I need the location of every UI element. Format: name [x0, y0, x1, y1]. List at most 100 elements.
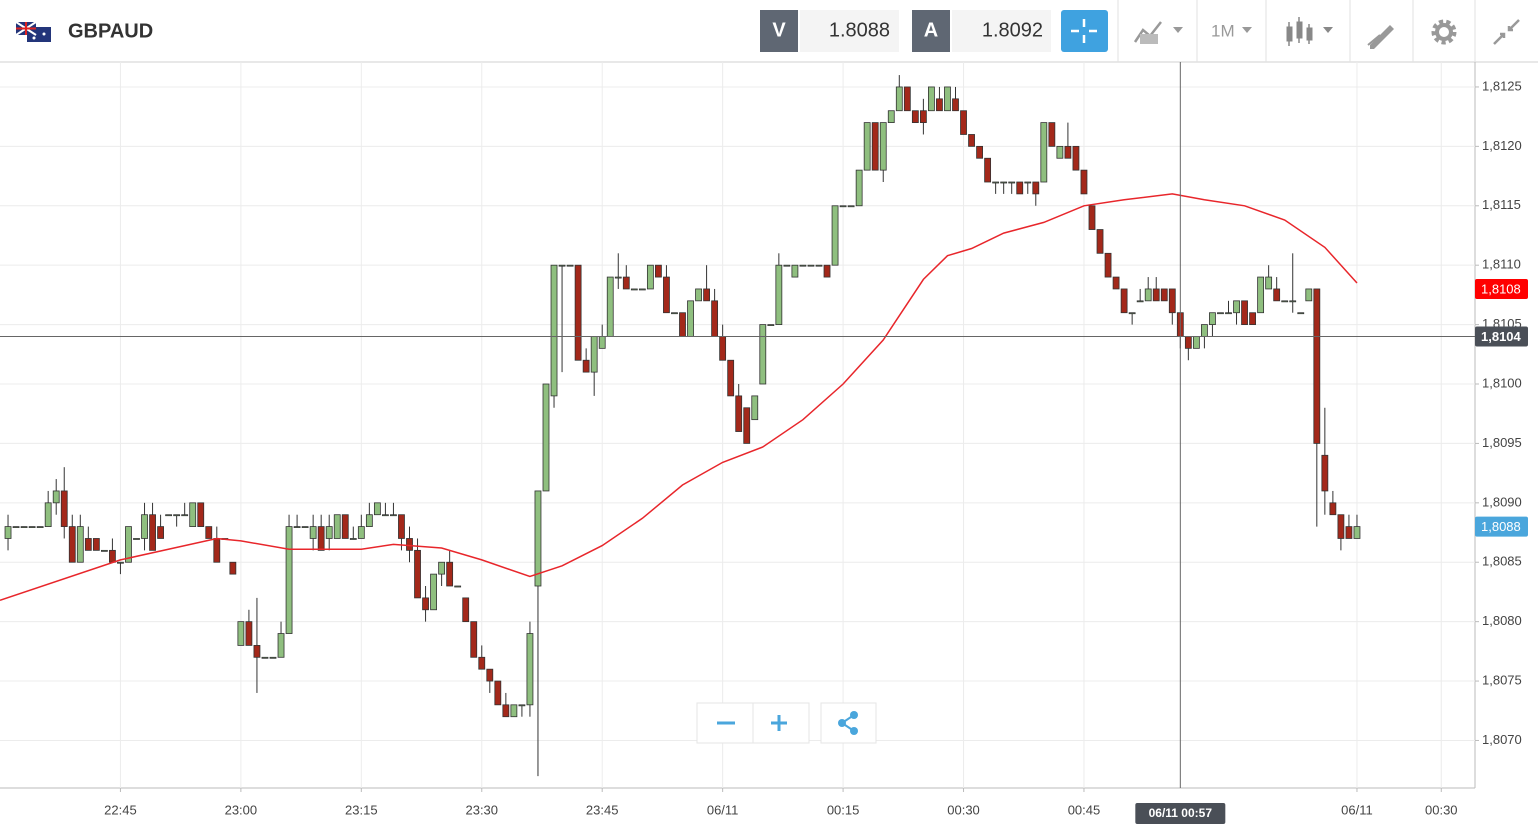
x-tick-label: 00:45 [1068, 802, 1101, 817]
candle-body [1225, 312, 1232, 315]
candle-body [28, 526, 36, 528]
candle-body [197, 502, 205, 527]
candle-body [205, 526, 213, 539]
fullscreen-button[interactable] [1493, 19, 1520, 45]
candle-body [237, 621, 245, 646]
settings-button[interactable] [1431, 19, 1457, 45]
candle-body [526, 633, 534, 706]
candle-body [687, 300, 694, 337]
candle-body [1168, 288, 1176, 314]
candle-body [446, 561, 454, 587]
candle-body [100, 549, 108, 552]
candle-body [253, 645, 261, 658]
flag-icon [15, 21, 51, 42]
zoom-out-button[interactable] [696, 702, 754, 744]
candle-body [727, 359, 735, 397]
candle-body [960, 110, 967, 135]
candle-body [1353, 526, 1361, 539]
candle-body [1008, 181, 1016, 184]
candle-body [76, 526, 84, 563]
price-marker-label: 1,8088 [1481, 519, 1521, 534]
candle-body [510, 704, 518, 718]
candle-body [1144, 288, 1152, 302]
candle-body [606, 276, 614, 337]
candle-body [1241, 300, 1248, 325]
candle-body [261, 656, 269, 659]
candle-body [799, 264, 807, 267]
candle-body [92, 538, 100, 551]
price-marker [1475, 278, 1528, 299]
candle-body [984, 157, 992, 183]
candle-body [84, 538, 92, 551]
y-tick-label: 1,8115 [1482, 197, 1521, 212]
candle-style-button[interactable] [1286, 17, 1333, 46]
x-tick-label: 23:45 [586, 802, 619, 817]
bid-button[interactable]: V 1.8088 [760, 10, 899, 52]
crosshair-y-label: 1,8104 [1481, 329, 1522, 344]
x-tick-label: 00:30 [1425, 802, 1458, 817]
candle-body [1305, 288, 1313, 302]
candle-body [823, 264, 831, 278]
ask-button[interactable]: A 1.8092 [912, 10, 1051, 52]
candle-body [711, 300, 719, 337]
candle-body [173, 514, 181, 517]
moving-average [0, 193, 1358, 602]
candle-body [141, 514, 148, 539]
candle-body [1233, 300, 1240, 314]
candle-body [735, 395, 743, 432]
candle-body [1184, 336, 1192, 349]
candle-body [438, 561, 446, 575]
price-marker-label: 1,8108 [1481, 281, 1521, 296]
timeframe-button[interactable]: 1M [1211, 21, 1252, 40]
candle-body [743, 407, 751, 444]
candle-body [542, 383, 550, 492]
candle-body [165, 514, 173, 517]
drawing-button[interactable] [1367, 25, 1394, 49]
zoom-in-button[interactable] [752, 702, 810, 744]
candle-body [1249, 312, 1256, 325]
candle-body [903, 86, 911, 112]
candle-body [502, 704, 510, 718]
candle-body [815, 264, 823, 267]
candle-body [783, 264, 791, 267]
candle-body [1281, 300, 1289, 303]
candle-body [44, 502, 52, 527]
candle-body [309, 526, 317, 539]
candle-body [831, 205, 839, 266]
candle-body [349, 538, 357, 540]
candle-body [911, 110, 919, 123]
ask-label: A [924, 19, 938, 41]
candle-body [1048, 122, 1056, 147]
candle-body [767, 324, 775, 326]
candle-body [68, 526, 76, 563]
candle-body [398, 514, 405, 539]
candle-body [1088, 205, 1096, 230]
chart-type-button[interactable] [1133, 21, 1183, 44]
crosshair-button[interactable] [1061, 10, 1108, 52]
candle-body [992, 181, 1000, 184]
candle-body [791, 264, 799, 278]
candle-body [887, 110, 895, 123]
candle-body [1209, 312, 1216, 325]
candle-body [1024, 181, 1032, 184]
candle-body [1000, 181, 1008, 184]
candle-body [847, 205, 855, 208]
candle-body [1096, 229, 1104, 254]
y-tick-label: 1,8080 [1482, 613, 1522, 628]
candle-body [494, 680, 502, 706]
candle-body [422, 597, 429, 611]
candle-body [895, 86, 903, 112]
y-tick-label: 1,8075 [1482, 672, 1522, 687]
share-button[interactable] [820, 702, 877, 744]
x-tick-label: 22:45 [104, 802, 137, 817]
candle-body [518, 704, 526, 707]
candle-body [333, 514, 341, 539]
timeframe: 1M [1211, 21, 1235, 40]
candle-body [301, 526, 309, 528]
candle-body [968, 134, 975, 147]
candle-body [125, 526, 132, 563]
candle-body [936, 98, 943, 112]
candle-body [1289, 300, 1297, 303]
x-tick-label: 00:15 [827, 802, 860, 817]
crosshair-x-badge [1135, 803, 1226, 824]
